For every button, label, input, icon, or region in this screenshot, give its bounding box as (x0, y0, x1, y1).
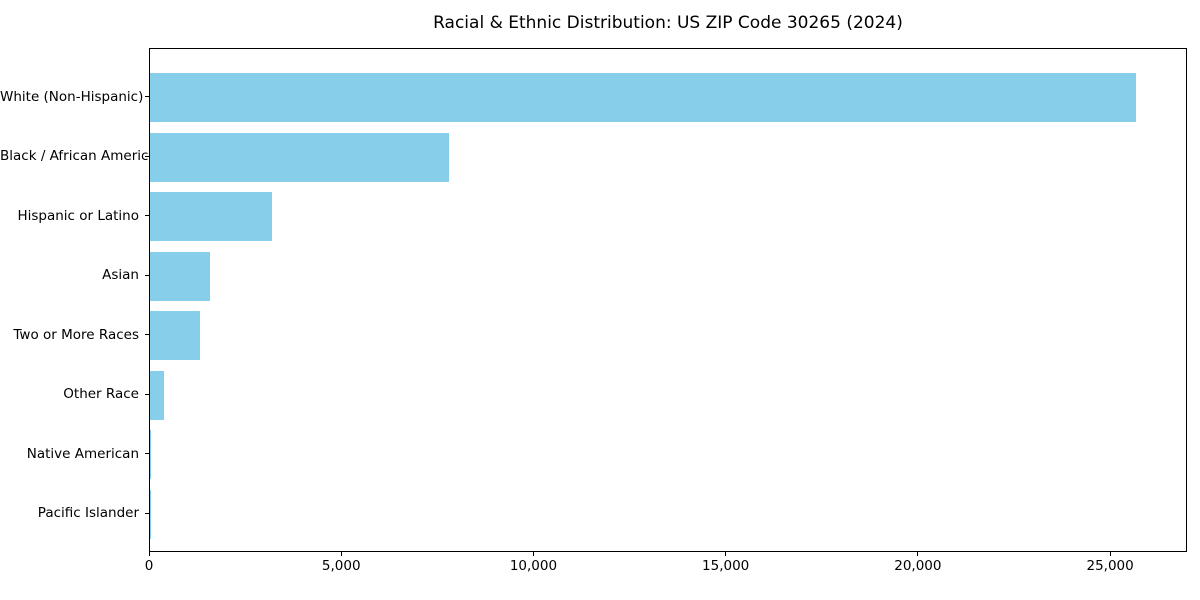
x-tick-mark (340, 552, 342, 556)
bar-native-american (150, 430, 152, 480)
y-axis-label: Two or More Races (13, 326, 139, 343)
chart-title: Racial & Ethnic Distribution: US ZIP Cod… (433, 13, 903, 33)
y-tick-mark (145, 96, 149, 97)
x-tick-label: 5,000 (321, 558, 361, 574)
y-tick-mark (145, 393, 149, 395)
x-tick-mark (532, 552, 534, 556)
bar-asian (150, 251, 210, 301)
y-axis-label: Native American (26, 445, 139, 462)
y-axis-label: Asian (102, 267, 139, 284)
x-tick-mark (725, 552, 727, 556)
bar-black-african-american (150, 132, 449, 182)
x-tick-mark (1109, 552, 1111, 556)
x-tick-mark (917, 552, 919, 556)
x-tick-label: 25,000 (1086, 558, 1134, 574)
y-axis-label: Other Race (63, 386, 139, 403)
y-tick-mark (145, 453, 149, 455)
y-axis-label: White (Non-Hispanic) (0, 88, 144, 105)
bar-white-non-hispanic (150, 73, 1137, 122)
y-axis-label: Black / African American (0, 148, 166, 165)
y-tick-mark (145, 215, 149, 217)
x-tick-label: 15,000 (702, 558, 750, 574)
y-axis-label: Hispanic or Latino (17, 207, 139, 224)
x-tick-mark (148, 552, 150, 556)
bar-two-or-more-races (150, 311, 201, 361)
y-axis: White (Non-Hispanic) Black / African Amer… (0, 48, 166, 552)
y-axis-label: Pacific Islander (37, 505, 139, 522)
x-tick-label: 10,000 (509, 558, 558, 574)
x-tick-label: 0 (144, 558, 154, 574)
y-tick-mark (145, 334, 149, 336)
y-tick-mark (145, 274, 149, 276)
y-tick-mark (145, 512, 149, 514)
y-tick-mark (145, 155, 149, 157)
bar-hispanic-or-latino (150, 192, 272, 242)
x-tick-label: 20,000 (894, 558, 942, 574)
bar-other-race (150, 370, 165, 420)
plot-area (149, 48, 1187, 552)
